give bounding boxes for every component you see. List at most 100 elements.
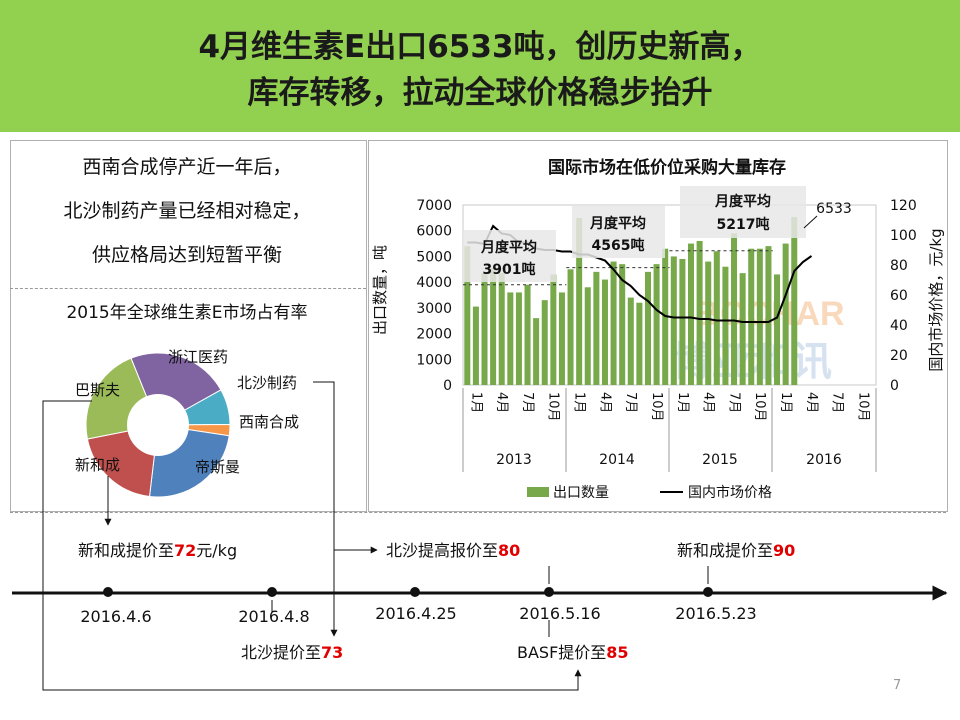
event-nhu-72-text: 新和成提价至 — [78, 541, 174, 560]
x-axis-month-ticks: 1月 4月 7月 10月 1月 4月 7月 10月 1月 4月 7月 10月 1月 4月 7月 10月 — [468, 392, 870, 422]
event-beisha-73-text: 北沙提价至 — [241, 643, 321, 662]
avg-box-2013 — [463, 230, 556, 282]
avg-2015-value: 5217吨 — [717, 216, 770, 233]
bar-27 — [688, 243, 695, 385]
event-beisha-73: 北沙提价至73 — [241, 643, 343, 662]
bar-35 — [756, 248, 763, 385]
donut-label-xinan: 西南合成 — [239, 413, 299, 431]
avg-box-2014 — [572, 206, 665, 258]
event-nhu-72-num: 72 — [174, 541, 196, 560]
donut-label-basf: 巴斯夫 — [75, 381, 120, 399]
bar-38 — [782, 243, 789, 385]
y-right-axis-title: 国内市场价格，元/kg — [927, 228, 945, 371]
y-left-tick-7000: 7000 — [416, 198, 452, 214]
event-beisha-80-num: 80 — [498, 541, 520, 560]
event-nhu-90-text: 新和成提价至 — [677, 541, 773, 560]
year-label-2014: 2014 — [599, 452, 635, 468]
y-left-tick-3000: 3000 — [416, 301, 452, 317]
connector-basf — [42, 400, 582, 691]
average-lines — [463, 250, 773, 286]
legend-label-price: 国内市场价格 — [688, 484, 772, 501]
y-right-tick-120: 120 — [890, 198, 917, 214]
peak-leader-line — [803, 215, 818, 229]
timeline-dot-2 — [267, 587, 277, 597]
year-label-2013: 2013 — [496, 452, 532, 468]
x-tick-label-7: 7月 — [623, 392, 638, 413]
y-left-tick-4000: 4000 — [416, 275, 452, 291]
bar-23 — [653, 264, 660, 385]
x-tick-label-16: 10月 — [856, 392, 871, 422]
x-tick-label-8: 10月 — [649, 392, 664, 422]
x-tick-label-4: 10月 — [546, 392, 561, 422]
bar-14 — [576, 217, 583, 385]
bar-22 — [644, 271, 651, 385]
donut-hole — [127, 394, 189, 456]
timeline-dot-4 — [544, 587, 554, 597]
donut-label-dsm: 帝斯曼 — [195, 458, 240, 476]
page-number: 7 — [893, 678, 902, 693]
bar-7 — [515, 292, 522, 385]
bar-8 — [524, 284, 531, 385]
right-axis-ticks: 0 20 40 60 80 100 120 — [890, 198, 917, 394]
timeline-divider — [10, 512, 946, 513]
bar-21 — [636, 302, 643, 385]
note-line-1: 西南合成停产近一年后， — [82, 156, 292, 178]
bar-37 — [774, 274, 781, 385]
x-tick-label-2: 4月 — [494, 392, 509, 413]
note-line-3: 供应格局达到短暂平衡 — [91, 244, 282, 266]
y-left-tick-0: 0 — [443, 378, 452, 394]
slide-title: 4月维生素E出口6533吨，创历史新高， 库存转移，拉动全球价格稳步抬升 — [0, 24, 960, 116]
bar-12 — [558, 292, 565, 385]
y-right-tick-100: 100 — [890, 228, 917, 244]
avg-2014-label: 月度平均 — [589, 215, 646, 232]
x-tick-label-14: 4月 — [804, 392, 819, 413]
bar-29 — [705, 261, 712, 385]
bar-series — [464, 217, 798, 385]
bar-17 — [601, 279, 608, 385]
y-right-tick-40: 40 — [890, 318, 908, 334]
timeline-date-3: 2016.4.25 — [375, 604, 456, 623]
y-left-tick-2000: 2000 — [416, 327, 452, 343]
event-basf-85: BASF提价至85 — [517, 643, 629, 662]
donut-label-beisha: 北沙制药 — [237, 374, 297, 392]
bar-18 — [610, 261, 617, 385]
peak-value-label: 6533 — [816, 201, 852, 217]
title-line-1: 4月维生素E出口6533吨，创历史新高， — [198, 29, 762, 65]
timeline-date-4: 2016.5.16 — [519, 604, 600, 623]
bar-15 — [584, 287, 591, 385]
y-left-tick-6000: 6000 — [416, 224, 452, 240]
x-tick-label-5: 1月 — [572, 392, 587, 413]
y-right-tick-20: 20 — [890, 348, 908, 364]
event-nhu-72: 新和成提价至72元/kg — [78, 541, 237, 560]
bar-39 — [791, 217, 798, 385]
bar-20 — [627, 297, 634, 385]
y-right-tick-60: 60 — [890, 288, 908, 304]
bar-6 — [507, 292, 514, 385]
avg-2014-value: 4565吨 — [592, 237, 645, 254]
plot-area — [462, 204, 877, 386]
left-axis-ticks: 0 1000 2000 3000 4000 5000 6000 7000 — [416, 198, 452, 394]
x-tick-label-9: 1月 — [675, 392, 690, 413]
avg-2013-label: 月度平均 — [480, 239, 537, 256]
timeline-dot-1 — [103, 587, 113, 597]
timeline-date-1: 2016.4.6 — [80, 607, 151, 626]
legend-label-exports: 出口数量 — [553, 485, 609, 501]
bar-31 — [722, 266, 729, 385]
event-nhu-90-num: 90 — [773, 541, 795, 560]
event-nhu-90: 新和成提价至90 — [677, 541, 795, 560]
legend-swatch-exports — [527, 487, 549, 497]
event-basf-85-num: 85 — [606, 643, 628, 662]
left-panel-divider — [10, 288, 366, 289]
chart-title: 国际市场在低价位采购大量库存 — [548, 157, 786, 178]
x-tick-label-10: 4月 — [701, 392, 716, 413]
y-left-axis-title: 出口数量，吨 — [371, 245, 389, 335]
avg-2015-label: 月度平均 — [714, 193, 771, 210]
y-left-tick-1000: 1000 — [416, 352, 452, 368]
bar-25 — [670, 256, 677, 385]
x-tick-label-6: 4月 — [597, 392, 612, 413]
event-beisha-80: 北沙提高报价至80 — [386, 541, 520, 560]
timeline-date-2: 2016.4.8 — [238, 607, 309, 626]
y-right-tick-0: 0 — [890, 378, 899, 394]
bar-30 — [713, 251, 720, 385]
bar-32 — [731, 233, 738, 385]
